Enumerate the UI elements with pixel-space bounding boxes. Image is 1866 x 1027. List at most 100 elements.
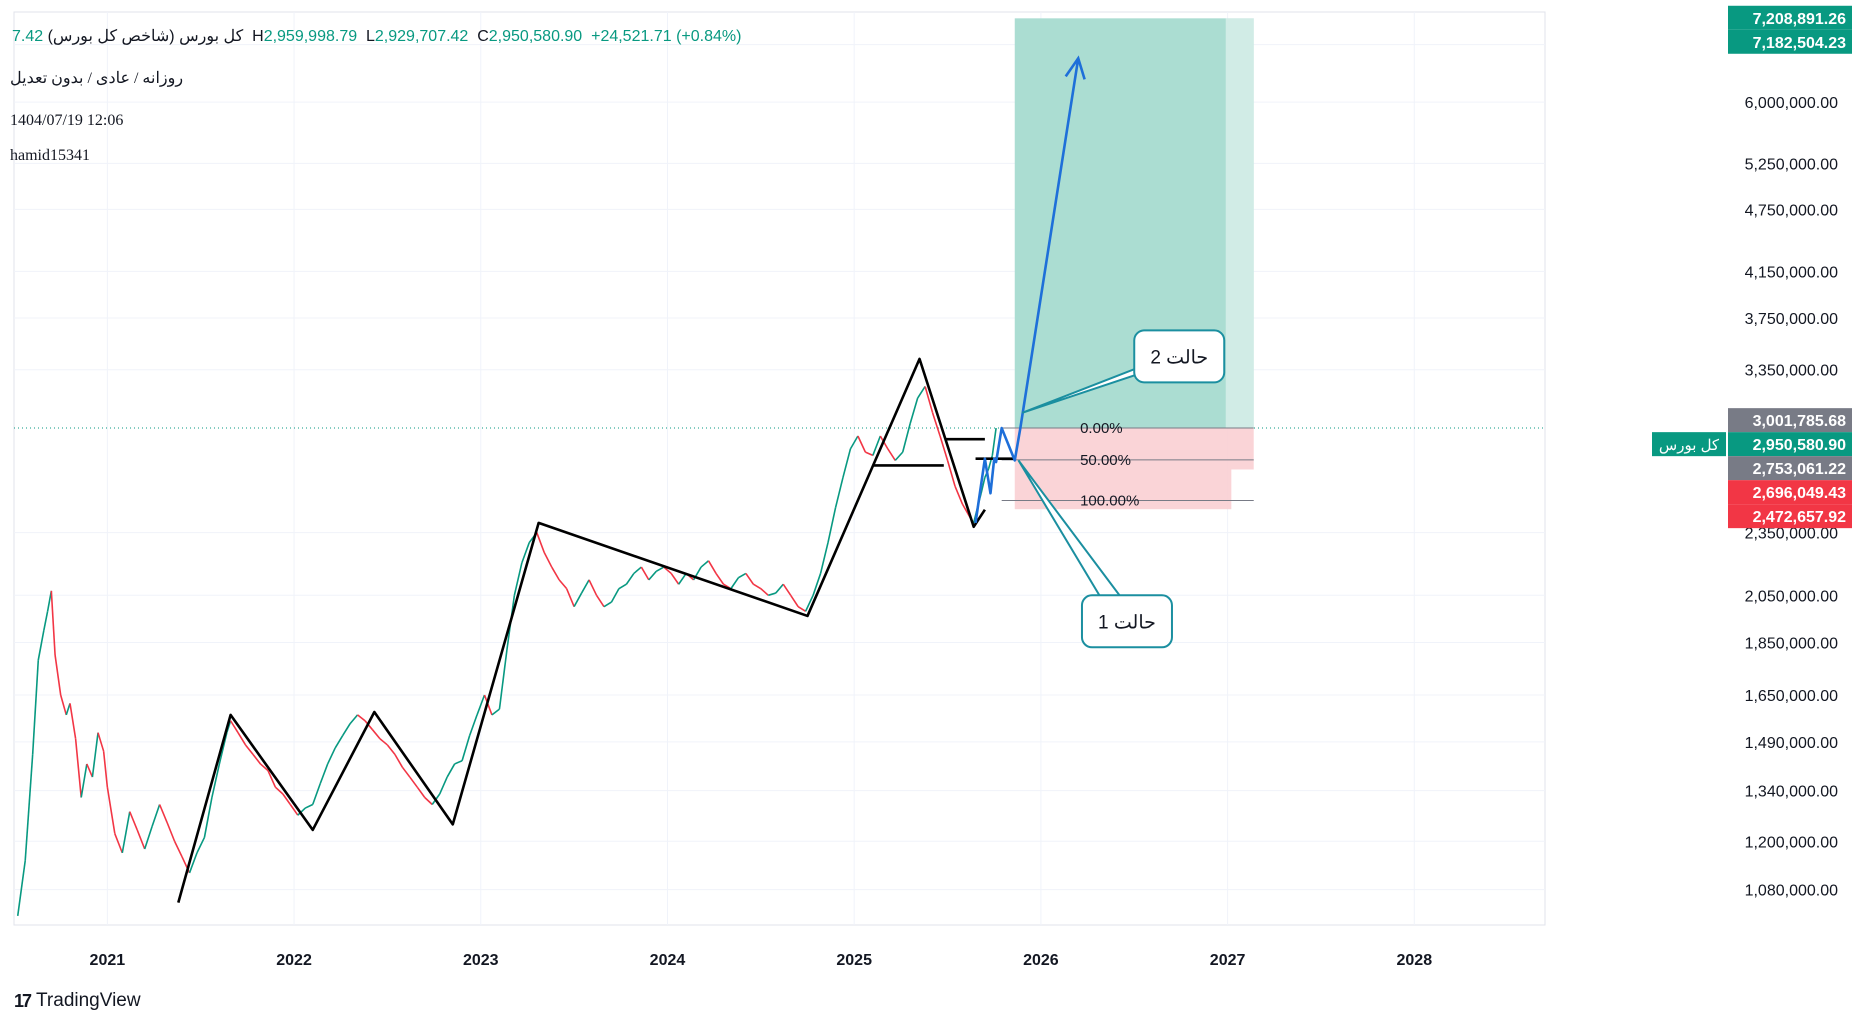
chart-subtitle: روزانه / عادی / بدون تعدیل	[10, 70, 184, 87]
price-segment	[143, 825, 153, 850]
callout-box[interactable]	[1080, 594, 1173, 649]
x-tick-label: 2024	[650, 952, 686, 969]
price-segment	[678, 572, 687, 585]
fib-level-label: 50.00%	[1080, 452, 1131, 469]
price-segment	[655, 566, 665, 572]
price-segment	[267, 770, 277, 788]
callout-box[interactable]	[1133, 329, 1226, 384]
price-segment	[136, 829, 146, 850]
price-segment	[80, 763, 88, 798]
close-value: 2,950,580.90	[488, 28, 583, 45]
price-segment	[16, 860, 26, 917]
y-tick-label: 4,150,000.00	[1745, 264, 1839, 281]
price-segment	[648, 570, 657, 581]
price-label-text: 2,950,580.90	[1753, 437, 1847, 454]
price-label	[1728, 456, 1852, 481]
price-segment	[491, 708, 500, 716]
price-label-text: 3,001,785.68	[1753, 413, 1847, 430]
price-segment	[842, 448, 852, 478]
price-segment	[543, 552, 553, 568]
price-segment	[65, 703, 71, 716]
price-segment	[715, 572, 725, 585]
chart-datetime: 1404/07/19 12:06	[10, 112, 124, 129]
price-segment	[379, 738, 388, 746]
price-segment	[768, 592, 776, 597]
price-segment	[752, 583, 762, 590]
price-segment	[797, 605, 807, 612]
change-value: +24,521.71 (+0.84%)	[591, 28, 742, 45]
plot-area	[13, 11, 1546, 926]
price-segment	[468, 714, 478, 736]
price-segment	[946, 460, 956, 487]
price-label	[1728, 504, 1852, 529]
close-key: C	[477, 28, 489, 45]
price-segment	[909, 397, 919, 424]
price-segment	[663, 566, 672, 575]
price-segment	[59, 694, 68, 716]
price-segment	[924, 386, 934, 414]
price-segment	[196, 837, 206, 854]
price-segment	[901, 423, 911, 453]
price-segment	[625, 572, 635, 585]
price-segment	[424, 796, 433, 806]
price-segment	[416, 786, 426, 798]
projection-line[interactable]	[974, 58, 1080, 524]
price-segment	[931, 412, 941, 437]
price-segment	[640, 566, 650, 581]
price-segment	[483, 694, 493, 716]
loss-zone[interactable]	[1014, 428, 1254, 470]
projection-arrowhead	[1064, 55, 1086, 80]
price-segment	[730, 577, 740, 590]
price-segment	[166, 822, 176, 842]
price-segment	[827, 507, 837, 543]
price-segment	[461, 735, 471, 761]
price-segment	[274, 786, 284, 795]
price-segment	[129, 811, 138, 831]
price-label	[1728, 408, 1852, 433]
price-segment	[24, 754, 34, 861]
price-segment	[151, 804, 161, 827]
x-tick-label: 2023	[463, 952, 499, 969]
tradingview-logo-icon: 17	[14, 990, 32, 1011]
price-segment	[670, 572, 680, 585]
symbol-title[interactable]: کل بورس (شاخص کل بورس)	[47, 28, 244, 45]
price-segment	[54, 654, 62, 696]
x-tick-label: 2028	[1397, 952, 1433, 969]
symbol-tag	[1652, 432, 1726, 457]
price-segment	[857, 435, 867, 453]
price-segment	[282, 793, 291, 805]
price-segment	[371, 729, 381, 740]
y-tick-label: 4,750,000.00	[1745, 202, 1839, 219]
pattern-line[interactable]	[177, 357, 986, 903]
x-tick-label: 2021	[90, 952, 126, 969]
tradingview-logo[interactable]: 17 TradingView	[14, 990, 141, 1012]
ohlc-legend: کل بورس (شاخص کل بورس) 7.42 H2,959,998.7…	[12, 26, 741, 46]
price-label-text: 7,182,504.23	[1753, 35, 1847, 52]
price-segment	[819, 542, 829, 574]
price-segment	[50, 590, 56, 656]
price-series	[16, 386, 997, 917]
low-key: L	[366, 28, 375, 45]
price-segment	[106, 787, 116, 834]
x-tick-label: 2026	[1023, 952, 1059, 969]
price-segment	[326, 747, 336, 765]
y-tick-label: 5,250,000.00	[1745, 156, 1839, 173]
price-segment	[319, 763, 329, 785]
price-segment	[357, 714, 366, 722]
price-segment	[121, 811, 131, 854]
price-segment	[91, 732, 99, 778]
price-segment	[229, 720, 239, 734]
price-segment	[37, 630, 45, 661]
price-segment	[289, 804, 299, 816]
price-segment	[707, 560, 717, 574]
price-segment	[237, 732, 247, 746]
open-value: 7.42	[12, 28, 44, 45]
price-segment	[834, 477, 844, 509]
fib-level-label: 100.00%	[1080, 493, 1139, 510]
price-segment	[580, 579, 590, 594]
y-tick-label: 1,080,000.00	[1745, 883, 1839, 900]
price-segment	[700, 560, 710, 568]
price-segment	[804, 594, 814, 612]
price-segment	[158, 804, 168, 823]
